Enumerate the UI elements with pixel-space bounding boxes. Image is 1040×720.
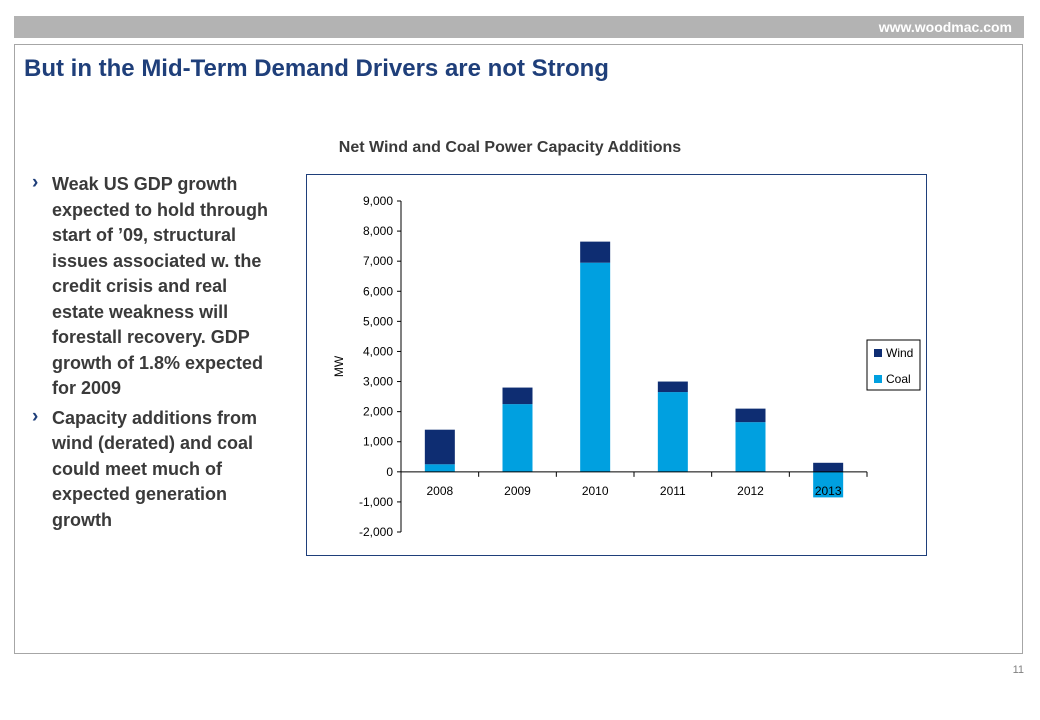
- bar-coal-2013: [813, 471, 844, 498]
- y-tick-label: 4,000: [363, 344, 393, 358]
- bar-wind-2012: [735, 408, 766, 423]
- bar-wind-2011: [657, 381, 688, 393]
- x-tick-label: 2013: [815, 484, 842, 498]
- header-bar: www.woodmac.com: [14, 16, 1024, 38]
- y-tick-label: -2,000: [359, 525, 393, 539]
- bullet-marker-icon: ›: [32, 172, 39, 193]
- bullet-text: Weak US GDP growth expected to hold thro…: [52, 174, 268, 398]
- slide-frame: [14, 44, 1023, 654]
- y-tick-label: -1,000: [359, 495, 393, 509]
- bar-wind-2008: [424, 429, 455, 465]
- bar-wind-2009: [502, 387, 533, 405]
- y-axis-label: MW: [332, 355, 346, 377]
- y-tick-label: 0: [386, 465, 393, 479]
- bar-coal-2010: [580, 262, 611, 472]
- legend-swatch-coal: [874, 375, 882, 383]
- bar-coal-2008: [424, 464, 455, 472]
- y-tick-label: 9,000: [363, 194, 393, 208]
- bullet-text: Capacity additions from wind (derated) a…: [52, 407, 258, 530]
- bullet-item: › Weak US GDP growth expected to hold th…: [32, 172, 272, 402]
- bar-coal-2012: [735, 422, 766, 472]
- legend-label-coal: Coal: [886, 372, 911, 386]
- x-tick-label: 2009: [504, 484, 531, 498]
- bullet-item: › Capacity additions from wind (derated)…: [32, 406, 272, 534]
- x-tick-label: 2010: [582, 484, 609, 498]
- bar-coal-2009: [502, 404, 533, 472]
- chart-title: Net Wind and Coal Power Capacity Additio…: [338, 139, 682, 156]
- website-link[interactable]: www.woodmac.com: [878, 19, 1012, 35]
- page-number: 11: [1012, 664, 1024, 676]
- y-tick-label: 7,000: [363, 254, 393, 268]
- bar-wind-2013: [813, 462, 844, 472]
- x-tick-label: 2012: [737, 484, 764, 498]
- bar-wind-2010: [580, 241, 611, 263]
- y-tick-label: 5,000: [363, 314, 393, 328]
- legend-label-wind: Wind: [886, 346, 913, 360]
- slide-title: But in the Mid-Term Demand Drivers are n…: [24, 55, 609, 82]
- capacity-chart: 9,000 8,000 7,000 6,000 5,000 4,000 3,000 2,000…: [332, 194, 921, 539]
- bar-coal-2011: [657, 392, 688, 472]
- x-tick-label: 2011: [660, 484, 686, 498]
- bullet-marker-icon: ›: [32, 405, 39, 427]
- y-tick-label: 3,000: [363, 375, 393, 389]
- y-tick-label: 2,000: [363, 405, 393, 419]
- bullet-list: › Weak US GDP growth expected to hold th…: [32, 172, 272, 537]
- legend-swatch-wind: [874, 349, 882, 357]
- y-tick-label: 8,000: [363, 224, 393, 238]
- y-tick-label: 6,000: [363, 284, 393, 298]
- y-tick-label: 1,000: [363, 435, 393, 449]
- chart-area: 9,000 8,000 7,000 6,000 5,000 4,000 3,000 2,000…: [306, 174, 927, 556]
- x-tick-label: 2008: [426, 484, 453, 498]
